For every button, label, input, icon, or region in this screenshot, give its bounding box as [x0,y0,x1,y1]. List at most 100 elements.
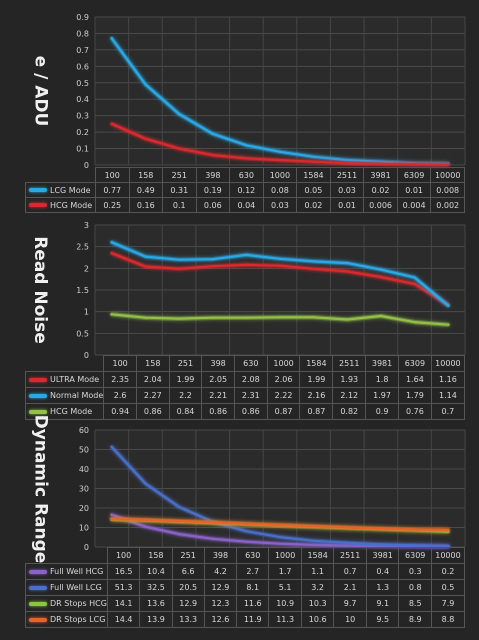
data-point [144,482,147,485]
data-point [245,540,248,543]
data-label: 0.87 [266,403,301,420]
data-label: 12.6 [203,611,238,628]
x-tick-label: 398 [195,167,231,183]
x-tick-label: 100 [106,547,141,564]
data-point [278,150,282,154]
data-point [110,37,114,40]
y-axis-label: Read Noise [29,236,50,344]
data-point [245,253,248,257]
data-point [312,160,315,163]
y-tick-label: 30 [79,485,89,494]
data-point [379,268,383,271]
data-point [211,316,214,319]
data-label: 2.6 [103,387,137,404]
data-point [346,261,349,265]
data-label: 0.03 [329,182,365,198]
data-label: 10 [333,611,367,628]
y-tick-label: 0.2 [76,128,89,137]
y-tick-label: 20 [79,504,89,513]
data-label: 4.2 [203,563,238,580]
data-label: 0.19 [195,182,231,198]
data-label: 1.99 [168,371,203,388]
data-point [177,267,181,270]
data-label: 0.9 [365,403,399,420]
data-label: 11.9 [236,611,270,628]
data-label: 11.6 [236,595,270,612]
legend-entry: LCG Mode [25,182,96,198]
x-tick-label: 158 [128,167,164,183]
data-point [144,83,147,86]
data-label: 0.12 [229,182,264,198]
data-label: 20.5 [171,579,205,596]
y-tick-label: 0.5 [76,79,89,88]
data-label: 9.5 [365,611,400,628]
y-tick-label: 0 [84,161,89,170]
data-point [346,526,349,529]
data-label: 1.14 [430,387,466,404]
data-label: 0.49 [128,182,164,198]
data-label: 1.79 [397,387,432,404]
table-row: ULTRA Mode 2.35 2.04 1.99 2.05 2.08 2.06 1.99 1.… [24,371,466,388]
data-label: 0.82 [332,403,367,420]
y-tick-label: 0.8 [76,29,89,38]
data-point [413,276,416,279]
data-label: 16.5 [106,563,141,580]
x-tick-label: 3981 [365,547,400,564]
data-label: 2.08 [233,371,268,388]
data-label: 1.7 [268,563,302,580]
y-tick-label: 2 [84,264,89,273]
data-label: 2.27 [135,387,170,404]
data-point [110,313,114,316]
data-label: 7.9 [430,595,466,612]
y-tick-label: 10 [79,524,89,533]
table-corner [26,548,108,564]
y-tick-label: 40 [79,465,89,474]
data-label: 0.86 [135,403,170,420]
data-point [312,316,315,319]
data-label: 0.002 [430,197,465,213]
data-label: 11.3 [268,611,302,628]
table-row: Full Well HCG 16.5 10.4 6.6 4.2 2.7 1.7 1.1 0.7 0… [25,563,466,580]
data-point [110,251,114,255]
data-point [312,267,315,270]
data-label: 0.5 [430,579,466,596]
data-point [312,260,315,263]
data-label: 2.31 [233,387,268,404]
data-label: 0.04 [229,197,264,213]
data-point [312,539,315,542]
legend-swatch [29,569,47,574]
data-label: 2.21 [201,387,235,404]
data-point [211,258,214,261]
data-point [379,162,383,166]
data-point [278,542,282,545]
data-point [245,530,248,533]
data-point [446,528,450,532]
data-label: 3.2 [300,579,335,596]
data-label: 1.8 [365,371,399,388]
data-point [110,513,114,517]
x-tick-label: 398 [201,355,235,372]
legend-entry: Normal Mode [24,387,105,404]
y-tick-label: 0 [84,543,89,552]
data-table: 100 158 251 398 630 1000 1584 2511 3981 6309 10000… [25,167,465,213]
legend-label: LCG Mode [50,185,91,195]
data-label: 2.2 [168,387,203,404]
chart-panel: 0 10 20 30 40 50 60 [79,426,466,552]
data-label: 13.9 [139,611,173,628]
x-tick-label: 158 [139,547,173,564]
legend-swatch [29,601,47,606]
data-point [144,137,147,140]
data-label: 0.3 [398,563,432,580]
legend-entry: DR Stops LCG [25,611,108,628]
y-tick-label: 0.5 [76,329,89,338]
data-point [211,153,214,157]
data-point [346,318,349,321]
data-point [278,158,282,162]
x-tick-label: 2511 [332,355,367,372]
data-label: 0.06 [195,197,231,213]
legend-entry: HCG Mode [24,403,105,420]
plot-area [95,17,465,165]
y-tick-label: 0.3 [76,112,89,121]
legend-entry: DR Stops HCG [25,595,108,612]
data-label: 1.97 [365,387,399,404]
